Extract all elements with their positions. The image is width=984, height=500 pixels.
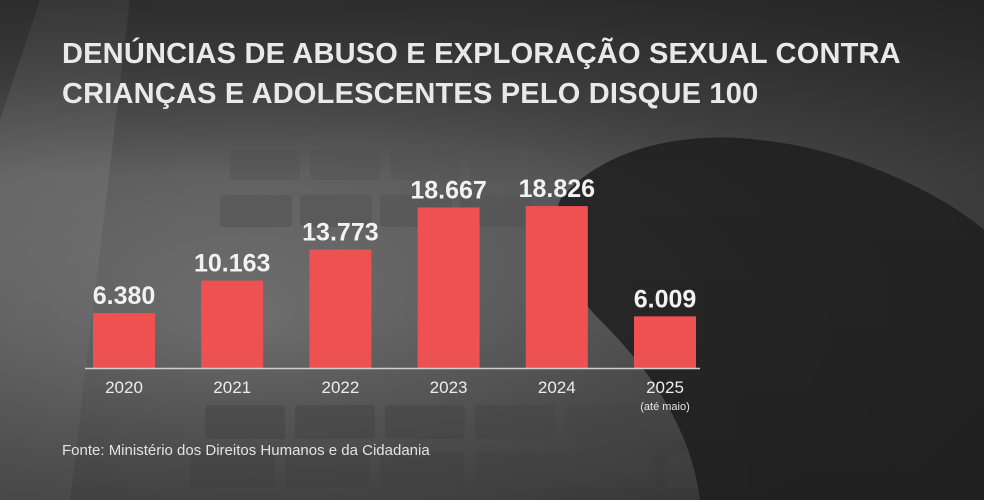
category-label-2023: 2023 [430,378,468,397]
chart-title-line-1: DENÚNCIAS DE ABUSO E EXPLORAÇÃO SEXUAL C… [62,38,901,70]
bar-2021 [201,280,264,368]
category-label-2021: 2021 [213,378,251,397]
value-label-2021: 10.163 [194,250,270,278]
category-label-2020: 2020 [105,378,143,397]
value-label-2020: 6.380 [93,282,156,310]
bar-2023 [417,207,480,368]
value-label-2022: 13.773 [302,219,378,247]
category-label-2024: 2024 [538,378,576,397]
category-label-2025: 2025 [646,378,684,397]
value-label-2025: 6.009 [634,285,697,313]
chart-title-line-2: CRIANÇAS E ADOLESCENTES PELO DISQUE 100 [62,78,759,110]
value-label-2023: 18.667 [410,176,486,204]
source-note: Fonte: Ministério dos Direitos Humanos e… [62,442,430,459]
category-note-2025: (até maio) [640,401,690,413]
bar-2020 [93,313,155,368]
bar-2025 [634,316,696,368]
bar-2022 [309,249,372,368]
category-label-2022: 2022 [321,378,359,397]
value-label-2024: 18.826 [519,175,595,203]
chart-title: DENÚNCIAS DE ABUSO E EXPLORAÇÃO SEXUAL C… [62,34,942,114]
bar-2024 [525,206,588,368]
